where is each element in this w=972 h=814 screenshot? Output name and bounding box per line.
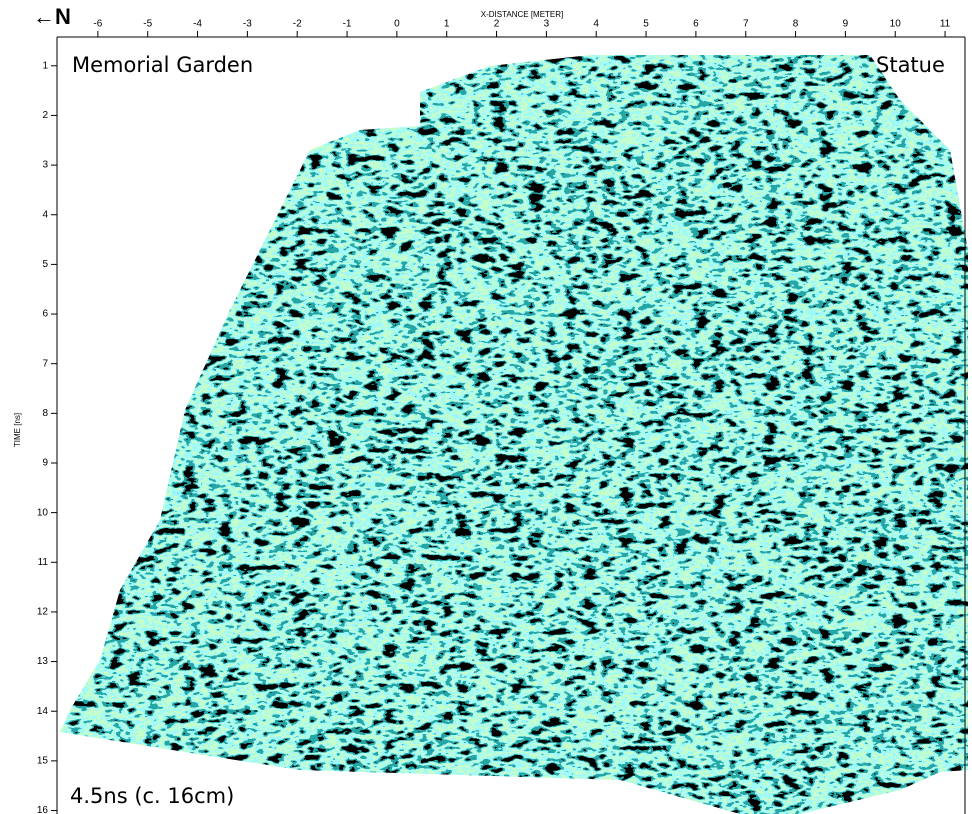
x-tick-label: -5 bbox=[143, 19, 152, 30]
radar-texture bbox=[60, 55, 968, 814]
radar-slice bbox=[60, 55, 968, 814]
x-tick-label: 10 bbox=[890, 19, 902, 30]
x-tick-label: 4 bbox=[593, 19, 599, 30]
x-tick-label: 8 bbox=[793, 19, 799, 30]
y-tick-label: 4 bbox=[42, 209, 48, 220]
x-tick-label: 1 bbox=[444, 19, 450, 30]
y-tick-label: 3 bbox=[42, 160, 48, 171]
y-tick-label: 7 bbox=[42, 358, 48, 369]
y-axis-label: TIME [ns] bbox=[13, 413, 22, 447]
x-tick-label: 2 bbox=[494, 19, 500, 30]
y-tick-label: 15 bbox=[37, 756, 49, 767]
x-tick-label: 5 bbox=[643, 19, 649, 30]
x-tick-label: 11 bbox=[940, 19, 951, 30]
y-tick-label: 2 bbox=[42, 110, 48, 121]
x-tick-label: 7 bbox=[743, 19, 749, 30]
y-tick-label: 6 bbox=[42, 309, 48, 320]
x-tick-label: -6 bbox=[93, 19, 102, 30]
y-tick-label: 1 bbox=[42, 60, 48, 71]
y-tick-label: 8 bbox=[42, 408, 48, 419]
y-tick-label: 9 bbox=[42, 458, 48, 469]
x-tick-label: 0 bbox=[394, 19, 400, 30]
x-tick-label: 3 bbox=[544, 19, 550, 30]
y-tick-label: 10 bbox=[37, 507, 49, 518]
x-tick-label: -4 bbox=[193, 19, 202, 30]
x-tick-label: 6 bbox=[693, 19, 699, 30]
y-tick-label: 12 bbox=[37, 607, 49, 618]
x-tick-label: -2 bbox=[293, 19, 302, 30]
y-tick-label: 11 bbox=[38, 557, 49, 568]
y-tick-label: 5 bbox=[42, 259, 48, 270]
annotation: 4.5ns (c. 16cm) bbox=[70, 784, 234, 808]
y-tick-label: 13 bbox=[37, 656, 49, 667]
y-tick-label: 14 bbox=[37, 706, 49, 717]
x-axis-label: X-DISTANCE [METER] bbox=[481, 10, 564, 19]
x-tick-label: -1 bbox=[343, 19, 352, 30]
annotation: Statue bbox=[876, 53, 945, 77]
x-tick-label: -3 bbox=[243, 19, 252, 30]
north-arrow: ←N bbox=[33, 4, 71, 29]
x-tick-label: 9 bbox=[843, 19, 849, 30]
y-tick-label: 16 bbox=[37, 805, 49, 814]
annotation: Memorial Garden bbox=[72, 53, 253, 77]
